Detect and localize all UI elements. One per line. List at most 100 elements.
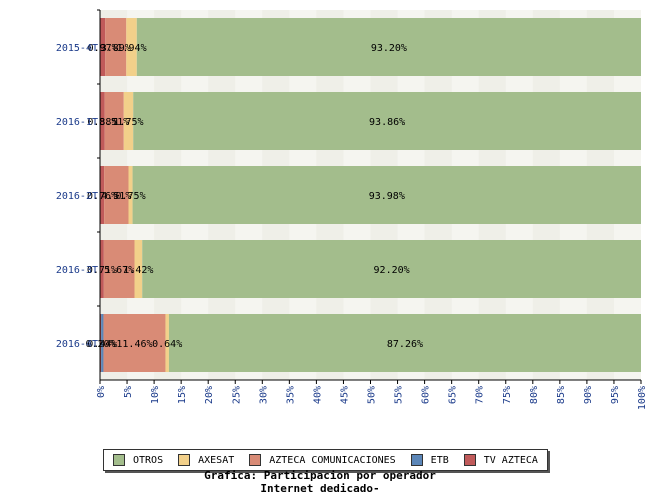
data-label: 4.51% bbox=[101, 191, 131, 202]
category-label: 2016-3T bbox=[56, 265, 98, 276]
legend-label: AZTECA COMUNICACIONES bbox=[269, 454, 396, 466]
x-tick-label: 90% bbox=[583, 386, 594, 404]
band-tile bbox=[586, 150, 614, 166]
legend-swatch bbox=[463, 454, 476, 466]
x-tick-label: 80% bbox=[529, 386, 540, 404]
data-label: 0.20% bbox=[85, 339, 115, 350]
x-tick-label: 20% bbox=[204, 386, 215, 404]
legend-swatch bbox=[410, 454, 423, 466]
legend-label: TV AZTECA bbox=[483, 454, 538, 466]
category-label: 2016-1T bbox=[56, 117, 98, 128]
band-tile bbox=[316, 372, 344, 380]
stacked-bar-chart: 0.97%3.89%1.94% 93.20%2015-4T0.88%3.51%1.… bbox=[56, 9, 648, 410]
band-tile bbox=[370, 150, 398, 166]
band-tile bbox=[478, 298, 506, 314]
band-tile bbox=[424, 150, 452, 166]
band-tile bbox=[262, 298, 290, 314]
band-tile bbox=[154, 76, 182, 92]
data-label: 3.89% bbox=[101, 43, 131, 54]
legend-item: AZTECA COMUNICACIONES bbox=[249, 454, 396, 466]
x-tick-label: 15% bbox=[177, 386, 188, 404]
legend-label: OTROS bbox=[133, 454, 164, 466]
x-tick-label: 10% bbox=[150, 386, 161, 404]
band-tile bbox=[586, 10, 614, 18]
x-tick-label: 50% bbox=[367, 386, 378, 404]
data-label: 93.98% bbox=[369, 191, 405, 202]
x-tick-label: 65% bbox=[448, 386, 459, 404]
category-label: 2015-4T bbox=[56, 43, 98, 54]
band-tile bbox=[154, 298, 182, 314]
bar-segment bbox=[136, 18, 641, 76]
band-tile bbox=[154, 224, 182, 240]
data-label: 0.75% bbox=[115, 191, 145, 202]
bar-segment bbox=[103, 314, 166, 372]
data-label: 92.20% bbox=[374, 265, 410, 276]
data-label: 3.51% bbox=[99, 117, 129, 128]
legend-swatch bbox=[178, 454, 191, 466]
chart-caption-subtitle: Internet dedicado- bbox=[260, 482, 380, 495]
x-tick-label: 60% bbox=[421, 386, 432, 404]
bar-segment bbox=[165, 314, 169, 372]
band-tile bbox=[100, 150, 128, 166]
band-tile bbox=[154, 10, 182, 18]
band-tile bbox=[370, 372, 398, 380]
data-label: 1.75% bbox=[113, 117, 143, 128]
band-tile bbox=[424, 298, 452, 314]
band-tile bbox=[586, 224, 614, 240]
legend-item: OTROS bbox=[113, 454, 163, 466]
band-tile bbox=[532, 298, 560, 314]
x-tick-label: 85% bbox=[556, 386, 567, 404]
bar-segment bbox=[132, 166, 641, 224]
data-label: 1.94% bbox=[116, 43, 146, 54]
legend-item: TV AZTECA bbox=[463, 454, 538, 466]
band-tile bbox=[532, 372, 560, 380]
data-label: 0.64% bbox=[152, 339, 182, 350]
data-label: 5.67% bbox=[104, 265, 134, 276]
band-tile bbox=[208, 150, 236, 166]
bar-segment bbox=[105, 18, 127, 76]
legend-item: ETB bbox=[410, 454, 449, 466]
x-tick-label: 70% bbox=[475, 386, 486, 404]
data-label: 0.44% bbox=[87, 339, 117, 350]
band-tile bbox=[424, 10, 452, 18]
band-tile bbox=[370, 76, 398, 92]
band-tile bbox=[262, 372, 290, 380]
bar-segment bbox=[142, 240, 641, 298]
band-tile bbox=[478, 150, 506, 166]
data-label: 87.26% bbox=[387, 339, 423, 350]
band-tile bbox=[100, 372, 128, 380]
band-tile bbox=[208, 10, 236, 18]
category-label: 2016-2T bbox=[56, 191, 98, 202]
x-tick-label: 25% bbox=[231, 386, 242, 404]
band-tile bbox=[154, 150, 182, 166]
band-tile bbox=[208, 372, 236, 380]
band-tile bbox=[478, 10, 506, 18]
bar-segment bbox=[104, 92, 124, 150]
band-tile bbox=[370, 298, 398, 314]
legend-label: AXESAT bbox=[198, 454, 235, 466]
band-tile bbox=[316, 150, 344, 166]
bar-segment bbox=[123, 92, 134, 150]
data-label: 93.20% bbox=[371, 43, 407, 54]
band-tile bbox=[262, 76, 290, 92]
band-tile bbox=[478, 76, 506, 92]
x-tick-label: 100% bbox=[637, 386, 648, 410]
bar-segment bbox=[100, 240, 104, 298]
band-tile bbox=[100, 224, 128, 240]
legend-swatch bbox=[249, 454, 262, 466]
x-tick-label: 40% bbox=[312, 386, 323, 404]
x-tick-label: 0% bbox=[96, 386, 107, 398]
data-label: 0.71% bbox=[87, 265, 117, 276]
band-tile bbox=[208, 298, 236, 314]
band-tile bbox=[100, 76, 128, 92]
bar-segment bbox=[101, 314, 104, 372]
band-tile bbox=[424, 224, 452, 240]
bar-segment bbox=[100, 166, 105, 224]
band-tile bbox=[262, 224, 290, 240]
band-tile bbox=[316, 76, 344, 92]
bar-segment bbox=[128, 166, 133, 224]
bar-segment bbox=[104, 166, 129, 224]
band-tile bbox=[532, 10, 560, 18]
band-tile bbox=[586, 298, 614, 314]
band-tile bbox=[532, 76, 560, 92]
